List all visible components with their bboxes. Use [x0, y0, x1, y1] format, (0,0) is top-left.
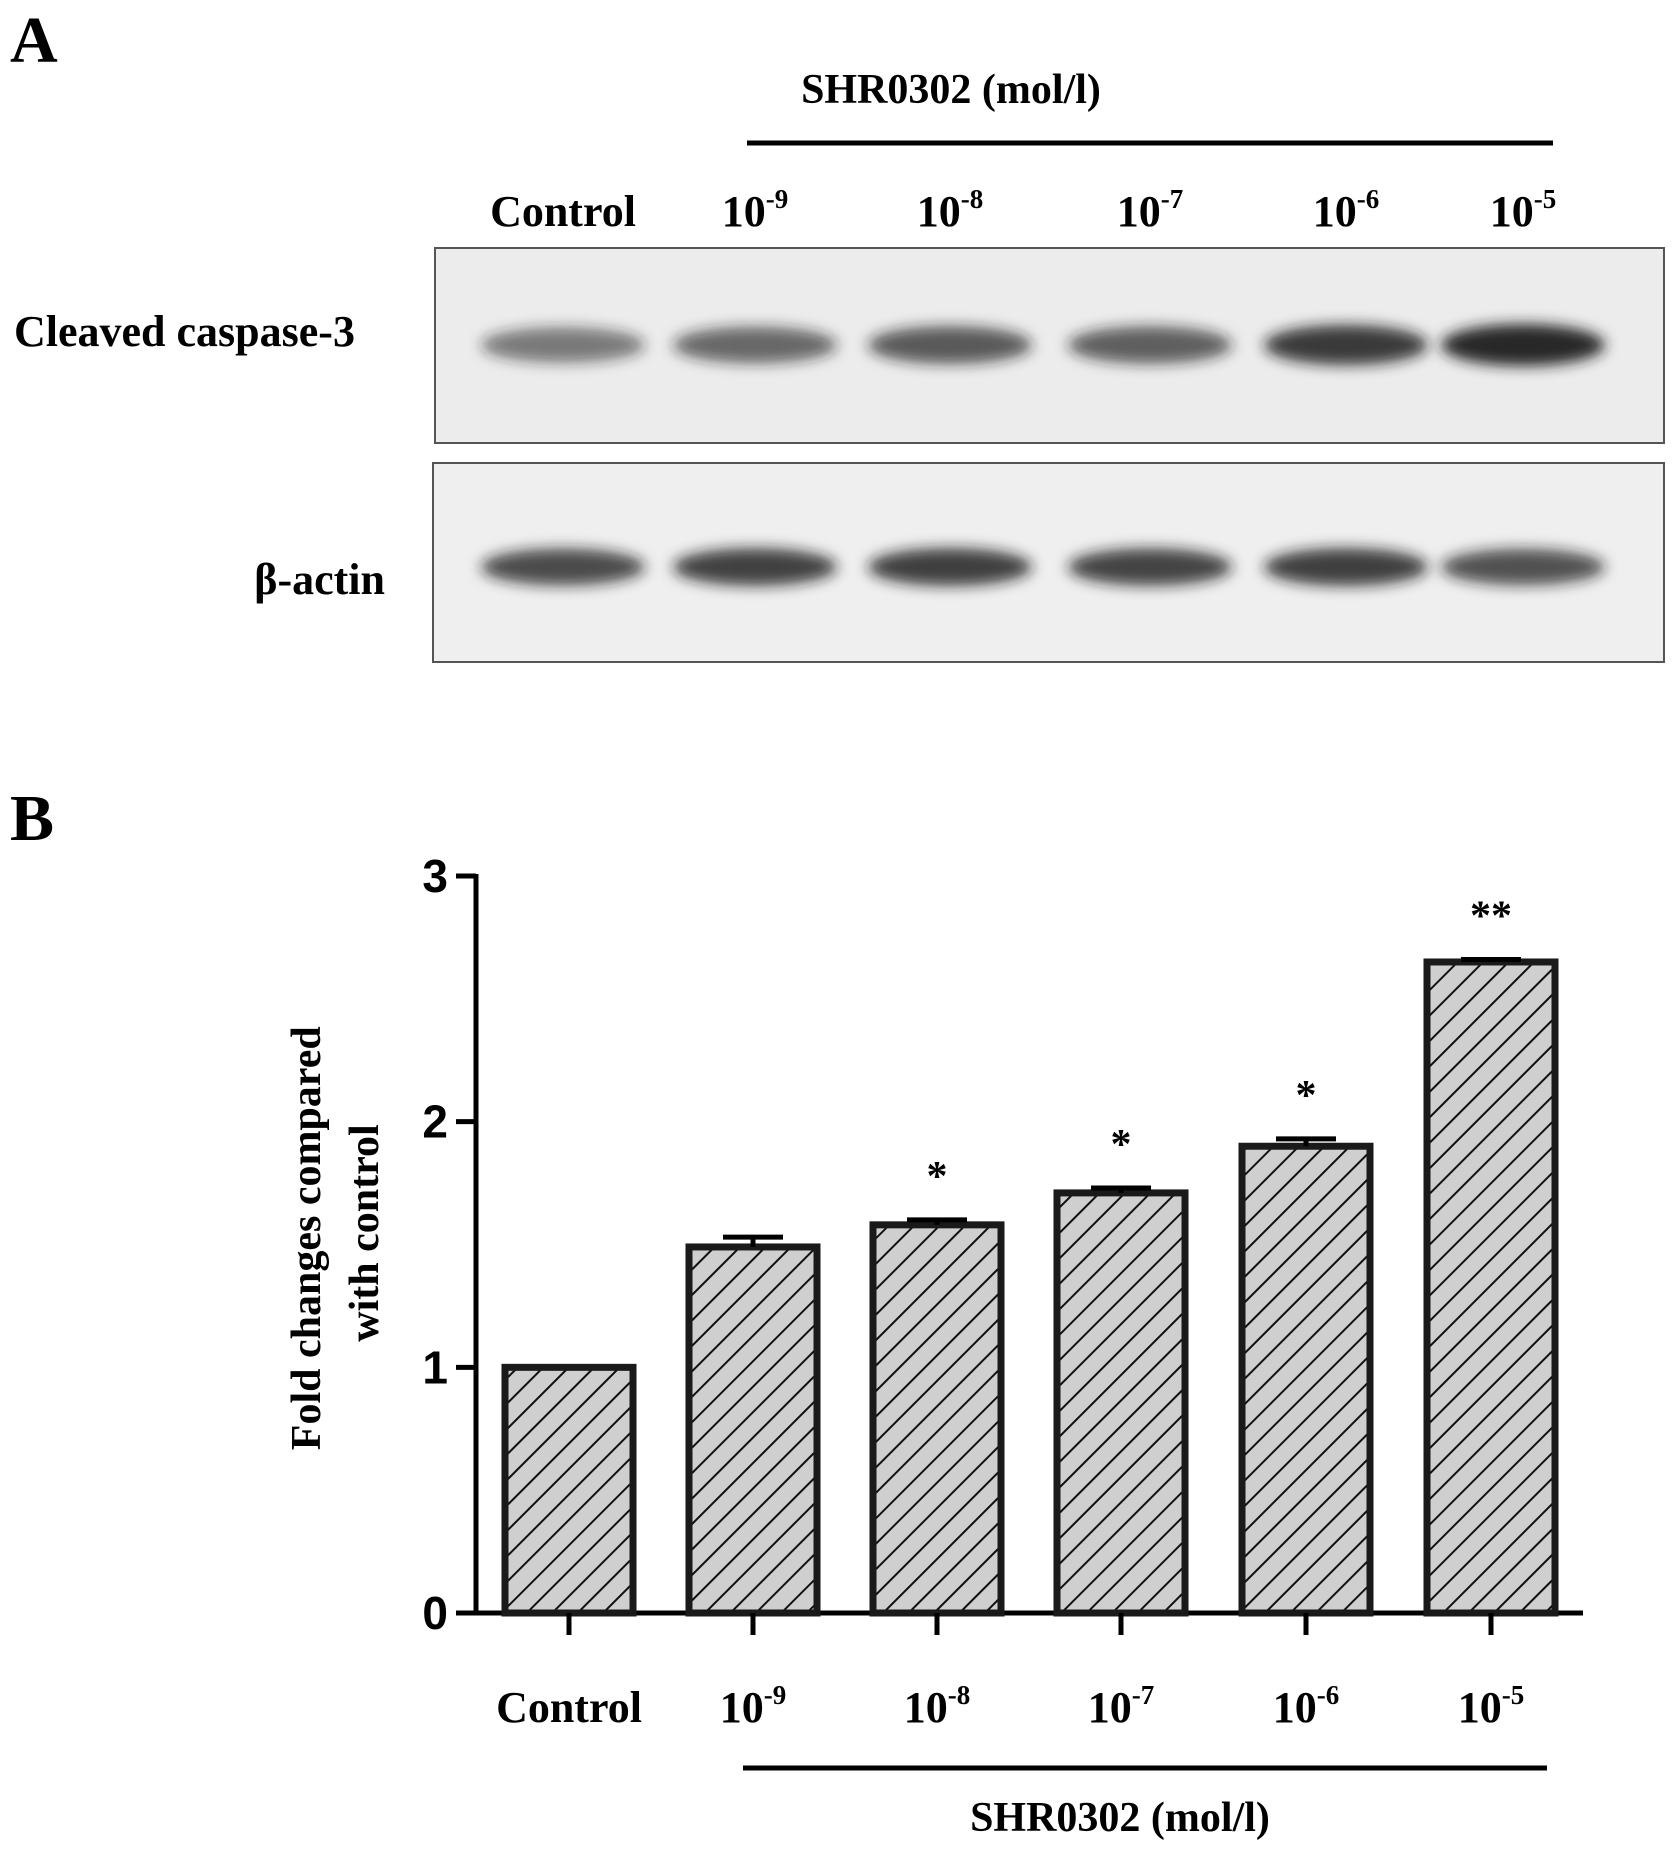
y-tick-label: 0 [422, 1587, 448, 1639]
x-tick-label-exponent: -8 [948, 1680, 971, 1710]
blot-band [1068, 326, 1232, 364]
blot-lane-label: 10-5 [1490, 184, 1557, 236]
panel-a-group-label: SHR0302 (mol/l) [801, 67, 1101, 113]
blot-lane-label: Control [490, 187, 636, 236]
blot-band [673, 326, 837, 364]
x-tick-label-exponent: -6 [1317, 1680, 1340, 1710]
x-tick-label-base: 10 [1458, 1683, 1502, 1732]
blot-lane-label: 10-7 [1117, 184, 1184, 236]
blot-row-label-beta-actin: β-actin [254, 555, 385, 604]
blot-cleaved-caspase-3-bands [481, 324, 1605, 366]
x-tick-label-exponent: -9 [764, 1680, 787, 1710]
x-tick-label: 10-5 [1458, 1680, 1525, 1732]
x-tick-label-base: 10 [1088, 1683, 1132, 1732]
blot-band [1264, 324, 1428, 366]
x-tick-label: 10-6 [1273, 1680, 1340, 1732]
panel-b-group-label: SHR0302 (mol/l) [970, 1795, 1270, 1841]
y-tick-label: 1 [422, 1341, 448, 1393]
blot-lane-label-exponent: -6 [1357, 184, 1380, 214]
blot-band [481, 548, 645, 586]
blot-lane-label-base: 10 [1490, 187, 1534, 236]
blot-band [868, 326, 1032, 364]
y-tick-label: 2 [422, 1096, 448, 1148]
blot-lane-label-exponent: -5 [1534, 184, 1557, 214]
blot-lane-label: 10-9 [722, 184, 789, 236]
blot-band [1441, 548, 1605, 586]
blot-lane-label: 10-6 [1313, 184, 1380, 236]
blot-band [673, 548, 837, 586]
significance-marker: * [1111, 1122, 1132, 1168]
panel-b-letter: B [10, 782, 54, 855]
x-tick-label-base: Control [496, 1683, 642, 1732]
x-tick-label-base: 10 [904, 1683, 948, 1732]
y-axis-label: Fold changes compared with control [284, 1016, 388, 1450]
bar [501, 1363, 637, 1617]
blot-lane-label: 10-8 [917, 184, 984, 236]
x-tick-label-base: 10 [720, 1683, 764, 1732]
bar [1238, 1142, 1374, 1617]
blot-beta-actin-bands [481, 548, 1605, 586]
blot-lane-labels: Control 10-9 10-8 10-7 10-6 10-5 [490, 184, 1556, 236]
x-tick-label: 10-9 [720, 1680, 787, 1732]
significance-marker: * [927, 1154, 948, 1200]
blot-lane-label-base: Control [490, 187, 636, 236]
blot-lane-label-base: 10 [1117, 187, 1161, 236]
blot-band [481, 327, 645, 363]
y-axis-label-line-1: Fold changes compared [284, 1026, 330, 1450]
panel-a-letter: A [10, 4, 58, 77]
blot-lane-label-exponent: -9 [766, 184, 789, 214]
bar [685, 1243, 821, 1617]
blot-band [868, 548, 1032, 586]
blot-band [1264, 548, 1428, 586]
x-tick-label: 10-8 [904, 1680, 971, 1732]
x-tick-label-exponent: -5 [1502, 1680, 1525, 1710]
blot-band [1068, 548, 1232, 586]
x-tick-label: Control [496, 1683, 642, 1732]
x-tick-label: 10-7 [1088, 1680, 1155, 1732]
blot-band [1441, 324, 1605, 366]
y-tick-label: 3 [422, 850, 448, 902]
blot-lane-label-base: 10 [917, 187, 961, 236]
blot-lane-label-base: 10 [1313, 187, 1357, 236]
bar [869, 1221, 1005, 1617]
blot-lane-label-base: 10 [722, 187, 766, 236]
blot-row-label-cleaved-caspase-3: Cleaved caspase-3 [14, 307, 355, 356]
blot-lane-label-exponent: -8 [961, 184, 984, 214]
y-axis-label-line-2: with control [342, 1124, 388, 1341]
blot-lane-label-exponent: -7 [1161, 184, 1184, 214]
bar [1053, 1189, 1189, 1617]
x-tick-label-exponent: -7 [1132, 1680, 1155, 1710]
significance-marker: * [1296, 1073, 1317, 1119]
bar [1423, 958, 1559, 1617]
significance-marker: ** [1470, 894, 1512, 940]
x-tick-label-base: 10 [1273, 1683, 1317, 1732]
